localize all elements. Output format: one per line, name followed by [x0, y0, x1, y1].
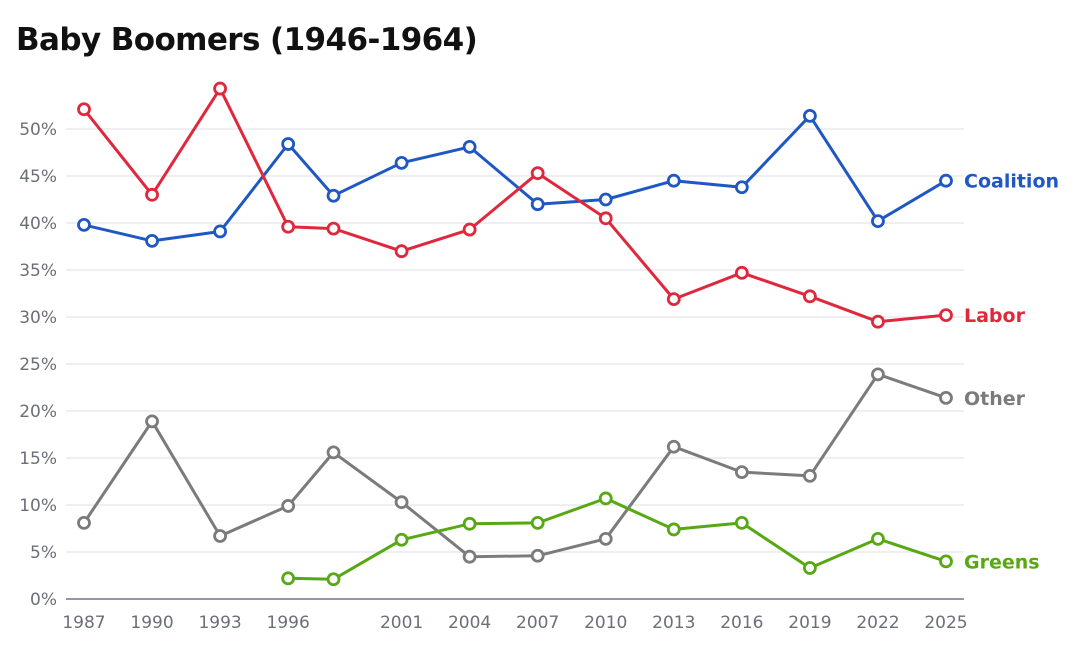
data-point-labor: [598, 211, 613, 226]
data-point-coalition: [871, 214, 885, 229]
data-point-coalition: [145, 233, 159, 248]
series-line-labor: [82, 87, 948, 324]
data-point-labor: [871, 314, 885, 329]
x-tick-label: 1993: [198, 613, 241, 633]
data-point-other: [326, 445, 341, 460]
data-point-other: [394, 495, 409, 510]
data-point-coalition: [394, 155, 409, 170]
x-tick-label: 1987: [62, 613, 105, 633]
data-point-labor: [213, 81, 228, 96]
data-point-greens: [530, 515, 545, 530]
data-point-labor: [394, 244, 409, 259]
x-tick-label: 2025: [924, 613, 967, 633]
data-point-greens: [462, 516, 477, 531]
x-tick-label: 2001: [380, 613, 423, 633]
x-tick-label: 2022: [856, 613, 899, 633]
x-tick-label: 2013: [652, 613, 695, 633]
data-point-other: [666, 439, 681, 454]
y-tick-label: 5%: [30, 543, 57, 563]
data-point-other: [530, 548, 545, 563]
data-point-labor: [145, 187, 159, 202]
y-tick-label: 30%: [19, 308, 57, 328]
data-point-labor: [326, 221, 341, 236]
data-point-other: [145, 414, 159, 429]
data-point-other: [802, 468, 817, 483]
data-point-other: [598, 531, 613, 546]
data-point-greens: [598, 491, 613, 506]
y-tick-label: 40%: [19, 214, 57, 234]
series-line-coalition: [82, 114, 948, 243]
data-point-other: [939, 390, 953, 405]
data-point-labor: [734, 265, 749, 280]
data-point-coalition: [802, 108, 817, 123]
x-tick-label: 1996: [267, 613, 310, 633]
data-point-coalition: [77, 217, 91, 232]
y-tick-label: 15%: [19, 449, 57, 469]
y-tick-label: 35%: [19, 261, 57, 281]
data-point-other: [734, 465, 749, 480]
x-tick-label: 2010: [584, 613, 627, 633]
y-tick-label: 0%: [30, 590, 57, 610]
data-point-greens: [939, 554, 953, 569]
data-point-greens: [802, 561, 817, 575]
x-tick-label: 2019: [788, 613, 831, 633]
x-tick-label: 2004: [448, 613, 491, 633]
data-point-labor: [666, 292, 681, 307]
data-point-coalition: [530, 197, 545, 212]
data-point-labor: [462, 222, 477, 237]
series-line-other: [82, 372, 948, 559]
series-label-coalition: Coalition: [964, 171, 1059, 193]
data-point-greens: [326, 572, 341, 587]
data-point-labor: [939, 308, 953, 323]
data-point-greens: [394, 532, 409, 547]
data-point-greens: [281, 571, 296, 586]
series-labels: Coalition Labor Other Greens: [964, 171, 1059, 574]
data-point-other: [213, 529, 228, 543]
y-tick-label: 20%: [19, 402, 57, 422]
data-point-other: [281, 499, 296, 513]
y-tick-label: 25%: [19, 355, 57, 375]
series-label-other: Other: [964, 388, 1026, 410]
data-point-labor: [281, 219, 296, 234]
data-point-coalition: [462, 139, 477, 154]
series-label-greens: Greens: [964, 551, 1040, 573]
data-point-other: [462, 549, 477, 564]
x-tick-label: 2007: [516, 613, 559, 633]
data-point-labor: [802, 289, 817, 304]
series-lines: [77, 81, 953, 587]
data-point-coalition: [326, 188, 341, 203]
grid-lines: [66, 128, 964, 553]
series-line-greens: [286, 496, 948, 581]
data-point-coalition: [939, 173, 953, 188]
data-point-labor: [530, 166, 545, 181]
x-tick-label: 2016: [720, 613, 763, 633]
y-tick-label: 10%: [19, 496, 57, 516]
axes: 0% 5% 10% 15% 20% 25% 30% 35% 40% 45% 50% 1987 1990 1…: [19, 120, 967, 633]
data-point-coalition: [213, 224, 228, 239]
data-point-coalition: [666, 173, 681, 188]
y-tick-label: 45%: [19, 167, 57, 187]
y-tick-label: 50%: [19, 120, 57, 140]
data-point-coalition: [734, 180, 749, 195]
data-point-greens: [871, 531, 885, 546]
x-tick-label: 1990: [130, 613, 173, 633]
data-point-greens: [666, 522, 681, 537]
data-point-greens: [734, 515, 749, 530]
series-label-labor: Labor: [964, 305, 1026, 327]
data-point-coalition: [281, 137, 296, 151]
data-point-other: [871, 367, 885, 382]
chart-title: Baby Boomers (1946-1964): [16, 22, 478, 58]
data-point-labor: [77, 102, 91, 117]
data-point-coalition: [598, 192, 613, 207]
data-point-other: [77, 515, 91, 530]
